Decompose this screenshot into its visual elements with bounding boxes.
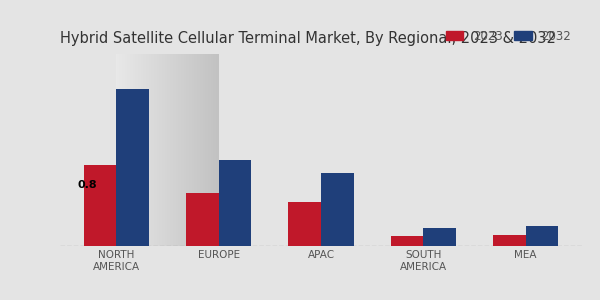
Bar [493, 235, 526, 246]
Bar [526, 226, 558, 246]
Bar [219, 160, 251, 246]
Bar [321, 173, 354, 246]
Text: Hybrid Satellite Cellular Terminal Market, By Regional, 2023 & 2032: Hybrid Satellite Cellular Terminal Marke… [60, 31, 556, 46]
Bar [288, 202, 321, 246]
Text: 0.8: 0.8 [77, 180, 97, 190]
Bar [391, 236, 423, 246]
Bar [186, 194, 219, 246]
Bar [423, 228, 456, 246]
Legend: 2023, 2032: 2023, 2032 [441, 25, 576, 48]
Bar [84, 165, 116, 246]
Bar [116, 89, 149, 246]
